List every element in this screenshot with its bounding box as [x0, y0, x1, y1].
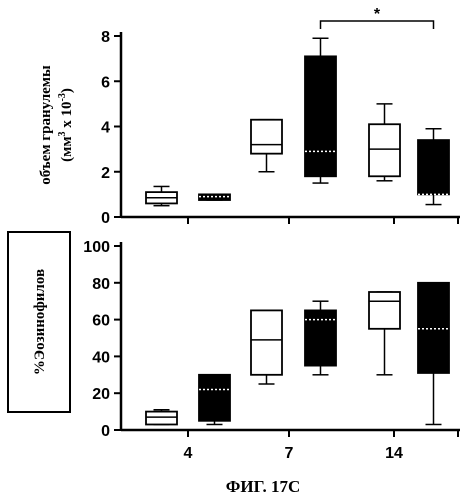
bottom-ylabel-frame — [7, 231, 71, 413]
box-iqr — [145, 410, 178, 426]
top-ylabel-suffix: ) — [59, 88, 75, 93]
bottom-ytick-label: 20 — [92, 386, 110, 403]
box-iqr — [198, 373, 231, 422]
top-ytick-label: 8 — [101, 29, 110, 46]
bottom-box-black-day-14 — [417, 281, 450, 426]
top-box-black-day-14 — [417, 128, 450, 206]
top-ylabel-prefix: (мм — [59, 136, 75, 161]
top-box-white-day-14 — [368, 103, 401, 182]
top-ytick-label: 6 — [101, 74, 110, 91]
bottom-ytick-label: 0 — [101, 423, 110, 440]
box-iqr — [250, 309, 283, 376]
top-ylabel-sup1: 3 — [57, 131, 68, 136]
top-ylabel-sup2: -3 — [57, 93, 68, 101]
box-iqr — [304, 309, 337, 367]
top-box-white-day-4 — [145, 185, 178, 207]
box-iqr — [417, 139, 450, 196]
top-ylabel-mid: x 10 — [59, 101, 75, 131]
box-iqr — [250, 118, 283, 155]
box-iqr — [368, 123, 401, 178]
bottom-box-black-day-7 — [304, 300, 337, 376]
bottom-box-white-day-4 — [145, 409, 178, 426]
top-box-black-day-7 — [304, 37, 337, 184]
bottom-ytick-label: 100 — [83, 239, 110, 256]
bottom-ytick-label: 40 — [92, 349, 110, 366]
bottom-ytick-label: 80 — [92, 276, 110, 293]
bottom-box-black-day-4 — [198, 373, 231, 426]
top-ytick-label: 4 — [101, 120, 110, 137]
xtick-label: 14 — [385, 445, 403, 462]
bottom-ylabel: %Эозинофилов — [32, 269, 48, 375]
significance-marker: * — [374, 6, 381, 23]
bottom-box-white-day-7 — [250, 309, 283, 385]
box-iqr — [417, 281, 450, 374]
box-iqr — [304, 55, 337, 178]
top-ytick-label: 0 — [101, 210, 110, 227]
box-iqr — [368, 291, 401, 330]
top-ylabel-line1: объем гранулемы — [38, 65, 54, 185]
top-ytick-label: 2 — [101, 165, 110, 182]
top-box-white-day-7 — [250, 118, 283, 173]
top-ylabel-line2: (мм3 x 10-3) — [57, 88, 75, 162]
bottom-box-white-day-14 — [368, 291, 401, 376]
significance-bracket — [319, 20, 435, 29]
xtick-label: 7 — [285, 445, 294, 462]
top-box-black-day-4 — [198, 193, 231, 201]
figure-caption: ФИГ. 17С — [226, 477, 301, 496]
xtick-label: 4 — [184, 445, 193, 462]
bottom-ytick-label: 60 — [92, 313, 110, 330]
